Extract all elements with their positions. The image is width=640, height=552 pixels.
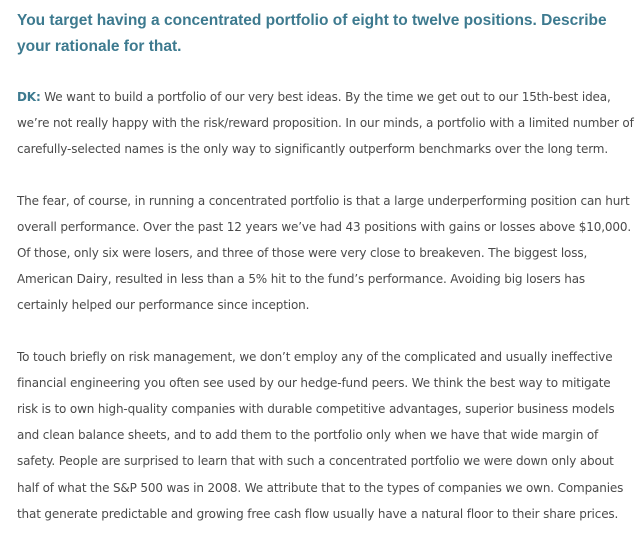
answer-paragraph-1-text: We want to build a portfolio of our very… — [17, 90, 634, 157]
answer-paragraph-3: To touch briefly on risk management, we … — [17, 349, 624, 521]
interview-article: You target having a concentrated portfol… — [17, 8, 635, 552]
answer-paragraph-2: The fear, of course, in running a concen… — [17, 193, 632, 313]
speaker-label: DK: — [17, 90, 41, 104]
answer-paragraph-1: DK: We want to build a portfolio of our … — [17, 84, 635, 163]
interview-question: You target having a concentrated portfol… — [17, 12, 607, 55]
